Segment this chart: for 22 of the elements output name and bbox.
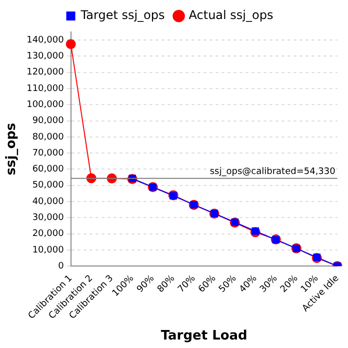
- ref-line-label: ssj_ops@calibrated=54,330: [210, 167, 336, 178]
- y-tick-label: 130,000: [26, 52, 64, 62]
- y-tick-label: 30,000: [32, 212, 64, 223]
- y-tick-label: 50,000: [32, 180, 64, 191]
- point: [252, 227, 260, 235]
- y-tick-label: 100,000: [26, 100, 64, 110]
- y-tick-label: 0: [58, 261, 64, 272]
- x-axis-title: Target Load: [160, 328, 248, 344]
- y-tick-label: 60,000: [32, 164, 64, 175]
- y-tick-label: 120,000: [26, 68, 64, 78]
- legend-label: Actual ssj_ops: [188, 8, 274, 22]
- y-tick-label: 90,000: [32, 116, 64, 126]
- legend-label: Target ssj_ops: [80, 8, 165, 22]
- y-axis-title: ssj_ops: [4, 122, 20, 176]
- point: [66, 39, 76, 50]
- y-tick-label: 10,000: [32, 245, 64, 256]
- y-tick-label: 70,000: [32, 148, 64, 158]
- y-tick-label: 80,000: [32, 132, 64, 142]
- y-tick-label: 140,000: [26, 35, 64, 46]
- y-tick-label: 40,000: [32, 196, 64, 207]
- y-tick-label: 20,000: [32, 229, 64, 240]
- y-tick-label: 110,000: [26, 84, 64, 94]
